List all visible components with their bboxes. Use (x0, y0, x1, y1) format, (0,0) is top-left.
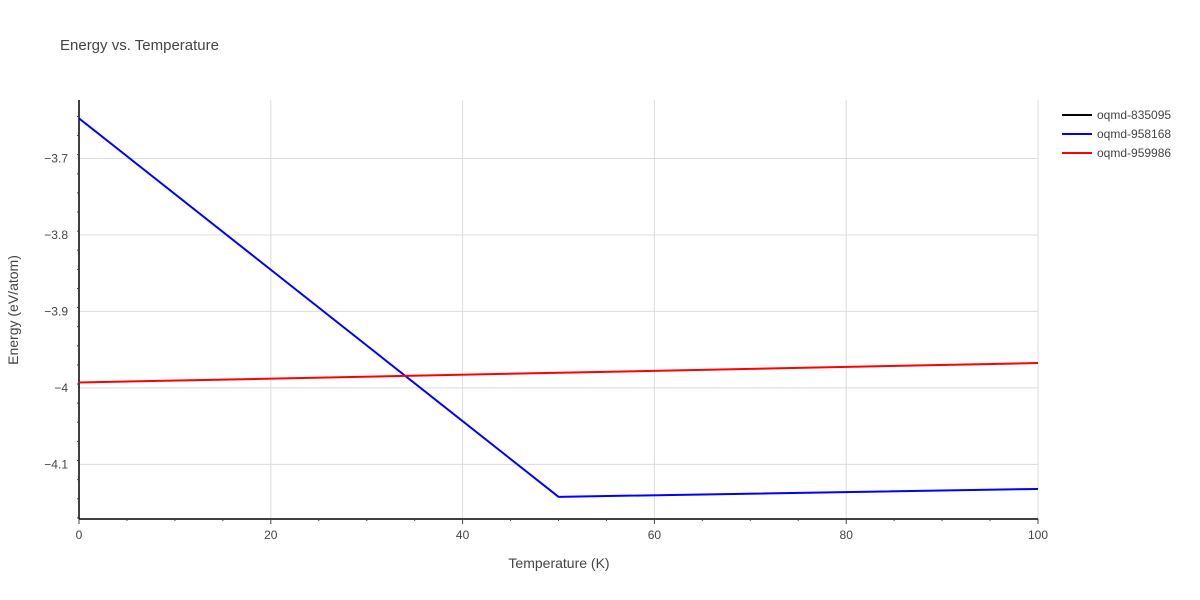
axes (77, 100, 1039, 524)
series-line-oqmd-959986 (78, 362, 1039, 384)
x-tick-label: 100 (1028, 528, 1048, 542)
chart-title: Energy vs. Temperature (60, 37, 219, 54)
legend-label: oqmd-958168 (1097, 127, 1171, 141)
legend-label: oqmd-959986 (1097, 146, 1171, 160)
y-tick-label: −3.8 (44, 228, 68, 242)
y-tick-label: −4 (54, 381, 68, 395)
y-tick-labels: −3.7 −3.8 −3.9 −4 −4.1 (44, 151, 68, 471)
legend: oqmd-835095 oqmd-958168 oqmd-959986 (1062, 108, 1171, 160)
y-axis-title: Energy (eV/atom) (5, 255, 21, 365)
x-axis-title: Temperature (K) (508, 555, 609, 571)
y-gridlines (79, 157, 1038, 465)
x-tick-label: 0 (76, 528, 83, 542)
y-tick-label: −3.9 (44, 304, 68, 318)
x-tick-label: 60 (648, 528, 662, 542)
x-tick-label: 40 (456, 528, 470, 542)
x-tick-labels: 0 20 40 60 80 100 (76, 528, 1049, 542)
legend-label: oqmd-835095 (1097, 108, 1171, 122)
x-tick-label: 80 (840, 528, 854, 542)
series-line-oqmd-958168 (78, 117, 1039, 498)
x-tick-label: 20 (264, 528, 278, 542)
x-gridlines (270, 100, 1039, 519)
series-lines (78, 117, 1039, 498)
y-tick-label: −3.7 (44, 151, 68, 165)
y-tick-label: −4.1 (44, 457, 68, 471)
